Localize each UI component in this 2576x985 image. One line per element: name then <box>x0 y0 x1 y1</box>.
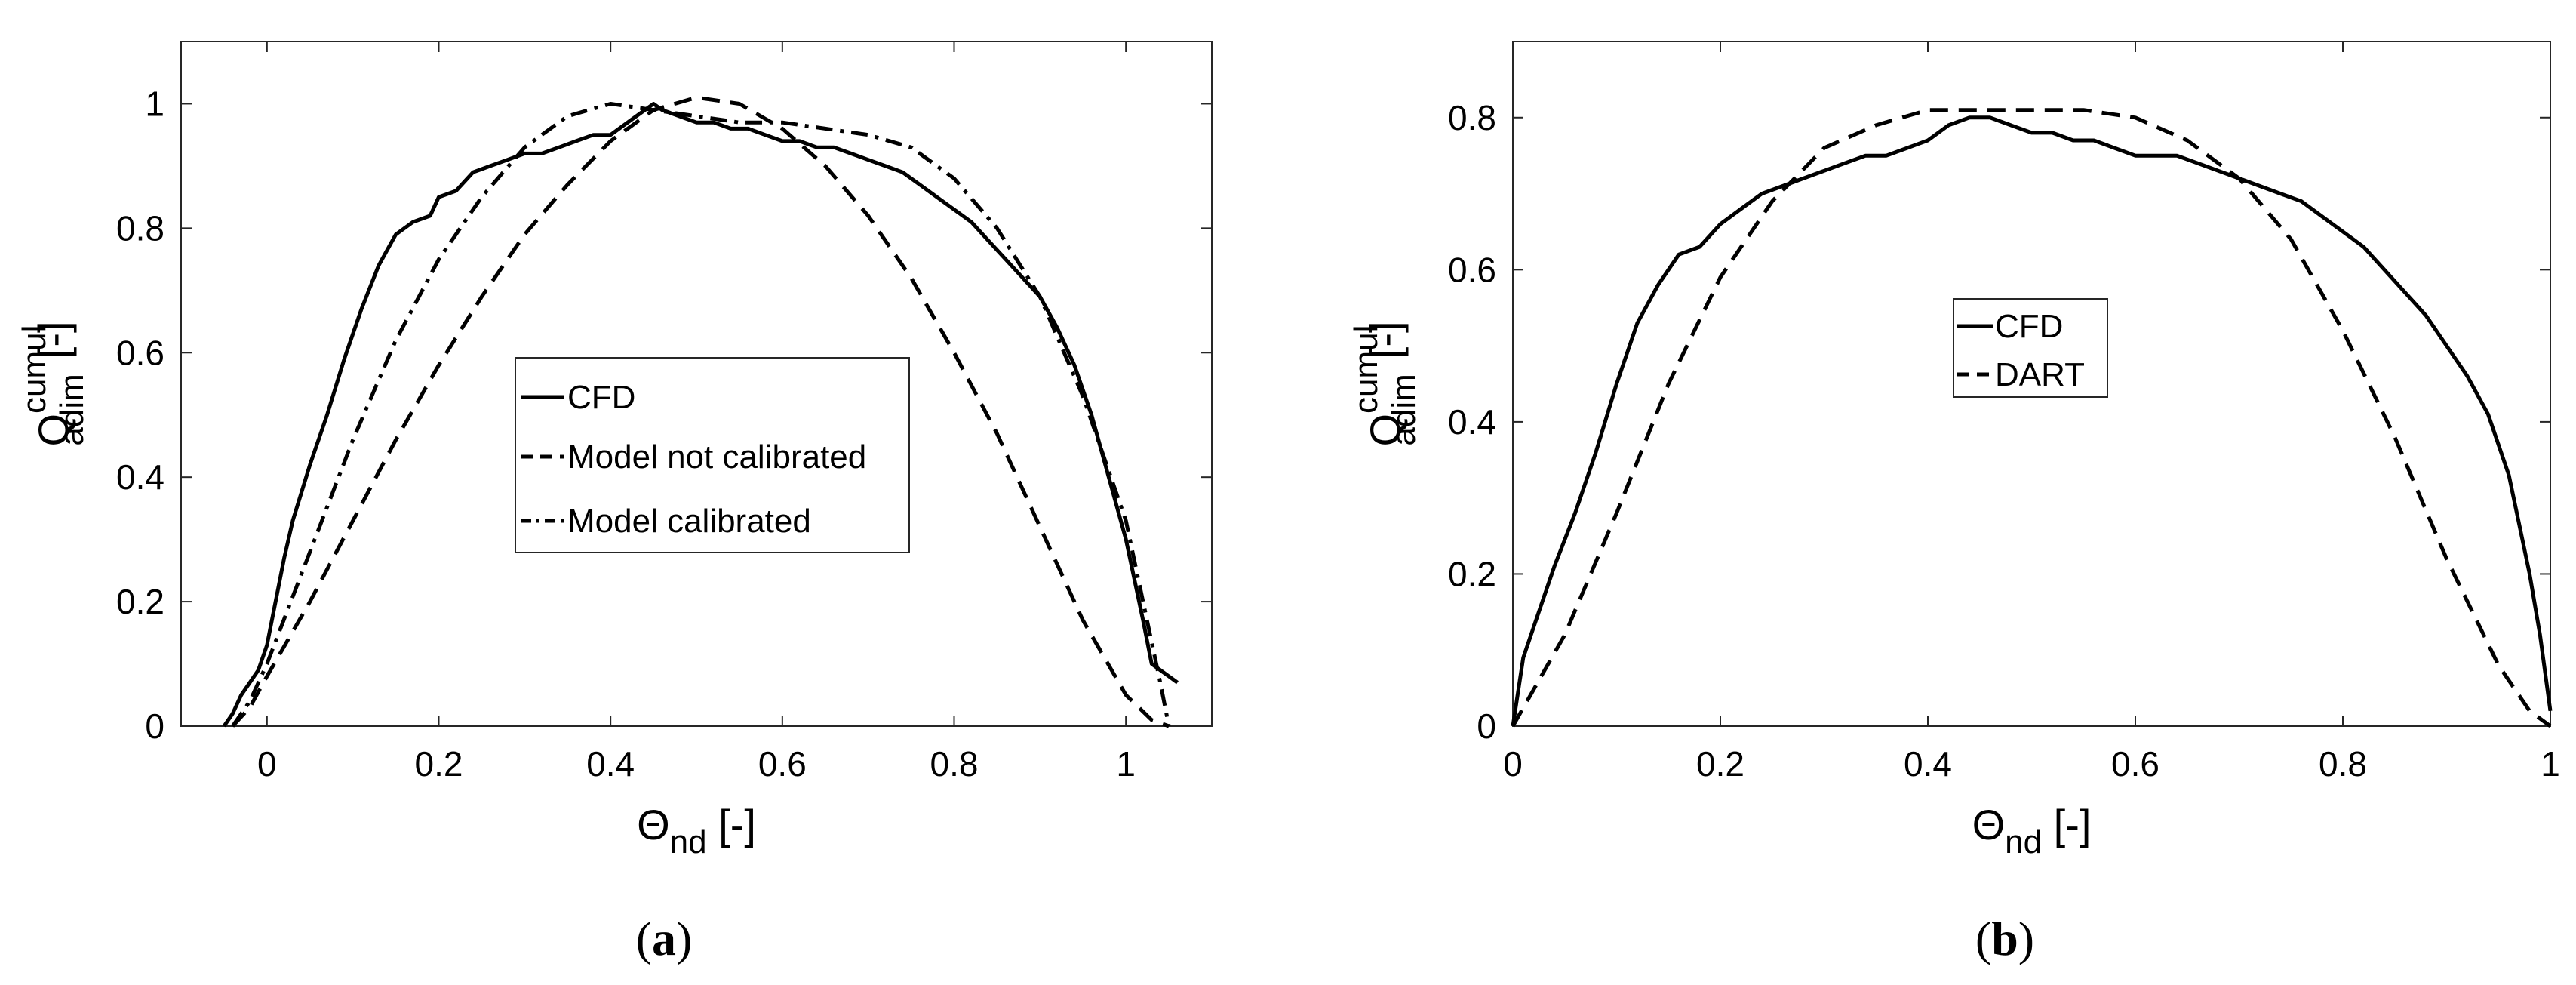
y-tick-label: 0.6 <box>116 333 164 372</box>
legend-label: Model calibrated <box>567 503 811 540</box>
x-tick-label: 0.2 <box>415 744 463 783</box>
x-tick-label: 0.6 <box>2111 744 2159 783</box>
legend: CFD DART <box>1953 298 2108 398</box>
y-tick-label: 0.8 <box>116 208 164 248</box>
legend-box <box>1953 298 2108 398</box>
legend-label: CFD <box>1995 308 2063 345</box>
x-tick-label: 0.6 <box>758 744 807 783</box>
y-tick-label: 0.8 <box>1448 98 1496 137</box>
x-tick-label: 0.8 <box>2319 744 2367 783</box>
x-tick-label: 1 <box>2541 744 2560 783</box>
series-line-model-calibrated <box>231 102 1171 728</box>
legend-label: CFD <box>567 379 635 416</box>
chart-a: 0 0.2 0.4 0.6 0.8 1 0 0.2 0.4 0.6 0.8 1 Θnd [-] Qcumu… <box>16 41 1213 965</box>
plot-frame <box>180 41 1213 727</box>
series-line-dart <box>1511 108 2552 728</box>
x-tick-label: 0 <box>257 744 277 783</box>
y-tick-label: 0.4 <box>116 457 164 497</box>
caption: (a) <box>636 912 693 965</box>
y-tick-label: 0.6 <box>1448 250 1496 289</box>
legend: CFD Model not calibrated Model calibrated <box>515 357 910 553</box>
series-line-model-not-calibrated <box>231 95 1170 728</box>
chart-b: 0 0.2 0.4 0.6 0.8 1 0 0.2 0.4 0.6 0.8 Θnd [-] Qcumul… <box>1348 41 2560 965</box>
caption: (b) <box>1975 912 2034 965</box>
series-line-cfd <box>222 102 1179 728</box>
legend-box <box>515 357 910 553</box>
x-tick-label: 0.4 <box>586 744 635 783</box>
x-axis-label: Θnd [-] <box>637 801 756 860</box>
x-tick-label: 0 <box>1503 744 1523 783</box>
plot-frame <box>1512 41 2551 727</box>
y-axis-label: Qcumuladim[-] <box>16 321 91 446</box>
x-tick-label: 0.2 <box>1696 744 1744 783</box>
y-tick-label: 0.2 <box>116 582 164 621</box>
y-tick-label: 0.2 <box>1448 554 1496 593</box>
legend-label: Model not calibrated <box>567 439 866 476</box>
y-tick-label: 0.4 <box>1448 402 1496 442</box>
x-tick-label: 0.4 <box>1904 744 1952 783</box>
y-tick-label: 0 <box>1477 706 1496 746</box>
x-axis-label: Θnd [-] <box>1972 801 2092 860</box>
y-tick-label: 1 <box>145 84 164 123</box>
series-line-cfd <box>1511 115 2553 727</box>
x-tick-label: 1 <box>1116 744 1136 783</box>
legend-label: DART <box>1995 356 2085 393</box>
y-axis-label: Qcumuladim[-] <box>1348 321 1422 446</box>
y-tick-label: 0 <box>145 706 164 746</box>
x-tick-label: 0.8 <box>930 744 979 783</box>
